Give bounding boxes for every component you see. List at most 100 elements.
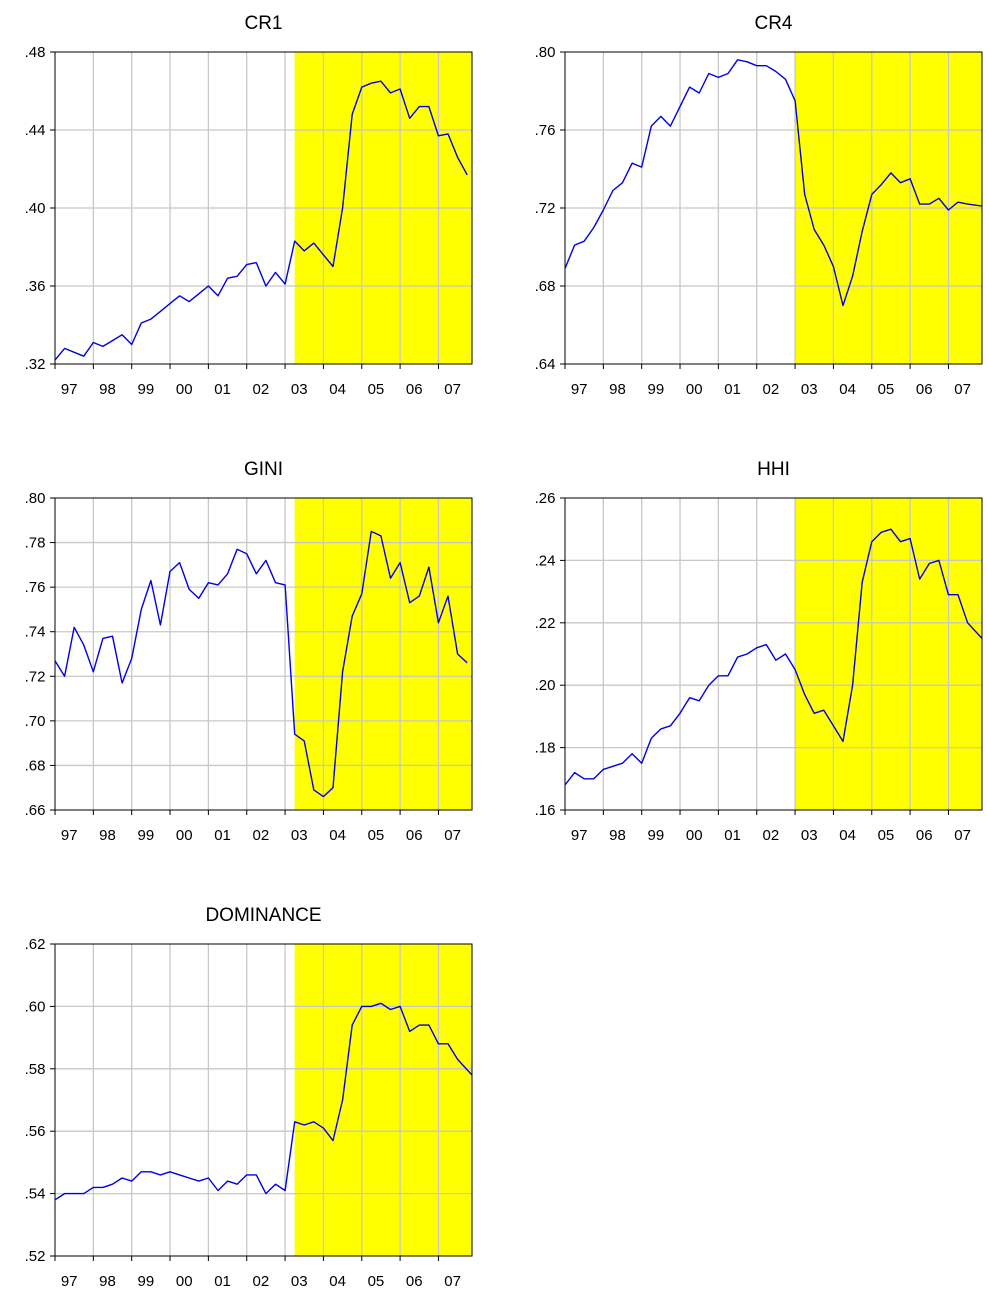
chart-svg: DOMINANCE .52 .54 .56 .58 .60 .62 97 98 99 00 01 02 0… xyxy=(25,905,473,1290)
y-tick-label: .62 xyxy=(25,936,46,953)
x-tick-label: 99 xyxy=(138,1273,155,1290)
y-tick-label: .64 xyxy=(535,356,556,373)
y-tick-label: .72 xyxy=(25,668,46,685)
y-tick-label: .52 xyxy=(25,1248,46,1265)
chart-svg: CR4 .64 .68 .72 .76 .80 97 98 99 00 01 02 03 04 05 06 07 xyxy=(535,13,983,398)
y-tick-label: .78 xyxy=(25,535,46,552)
chart-svg: GINI .66 .68 .70 .72 .74 .76 .78 .80 97 98 99 00 01 02… xyxy=(25,459,473,844)
x-tick-label: 98 xyxy=(99,827,116,844)
chart-cr1: CR1 .32 .36 .40 .44 .48 97 98 99 00 01 02 03 04 05 06 07 xyxy=(0,0,478,410)
chart-svg: HHI .16 .18 .20 .22 .24 .26 97 98 99 00 01 02 03 04 05 0… xyxy=(535,459,983,844)
x-tick-label: 04 xyxy=(329,1273,346,1290)
x-tick-label: 97 xyxy=(571,827,588,844)
x-tick-label: 02 xyxy=(253,1273,270,1290)
y-tick-label: .68 xyxy=(535,278,556,295)
chart-svg: CR1 .32 .36 .40 .44 .48 97 98 99 00 01 02 03 04 05 06 07 xyxy=(25,13,473,398)
y-tick-label: .40 xyxy=(25,200,46,217)
x-tick-label: 97 xyxy=(61,381,78,398)
y-tick-label: .72 xyxy=(535,200,556,217)
x-tick-label: 00 xyxy=(176,1273,193,1290)
x-tick-label: 98 xyxy=(609,381,626,398)
plot-frame xyxy=(564,497,983,811)
x-tick-label: 01 xyxy=(214,827,231,844)
x-tick-label: 02 xyxy=(763,381,780,398)
series-line xyxy=(564,59,983,307)
series-line xyxy=(54,1002,473,1201)
y-tick-label: .70 xyxy=(25,713,46,730)
x-tick-label: 05 xyxy=(878,827,895,844)
x-tick-label: 99 xyxy=(138,827,155,844)
y-tick-label: .32 xyxy=(25,356,46,373)
x-tick-label: 03 xyxy=(291,1273,308,1290)
chart-title: HHI xyxy=(757,459,790,480)
y-tick-label: .60 xyxy=(25,998,46,1015)
x-tick-label: 00 xyxy=(176,381,193,398)
x-tick-label: 07 xyxy=(954,827,971,844)
y-tick-label: .44 xyxy=(25,122,46,139)
y-tick-label: .56 xyxy=(25,1123,46,1140)
x-tick-label: 03 xyxy=(801,827,818,844)
x-tick-label: 97 xyxy=(61,1273,78,1290)
y-tick-label: .74 xyxy=(25,624,46,641)
y-tick-label: .80 xyxy=(25,490,46,507)
x-tick-label: 05 xyxy=(368,827,385,844)
x-tick-label: 00 xyxy=(686,381,703,398)
x-tick-label: 01 xyxy=(214,381,231,398)
y-tick-label: .26 xyxy=(535,490,556,507)
x-tick-label: 03 xyxy=(291,381,308,398)
x-tick-label: 07 xyxy=(444,1273,461,1290)
chart-title: GINI xyxy=(244,459,283,480)
x-tick-label: 97 xyxy=(571,381,588,398)
x-tick-label: 01 xyxy=(214,1273,231,1290)
x-tick-label: 07 xyxy=(444,827,461,844)
chart-gini: GINI .66 .68 .70 .72 .74 .76 .78 .80 97 98 99 00 01 02… xyxy=(0,446,478,856)
x-tick-label: 02 xyxy=(253,827,270,844)
x-tick-label: 01 xyxy=(724,381,741,398)
x-tick-label: 05 xyxy=(368,381,385,398)
plot-frame xyxy=(54,943,473,1257)
y-tick-label: .24 xyxy=(535,552,556,569)
x-tick-label: 06 xyxy=(406,1273,423,1290)
shaded-region xyxy=(795,498,982,810)
x-tick-label: 04 xyxy=(839,827,856,844)
shaded-region xyxy=(294,498,472,810)
shaded-region xyxy=(294,944,472,1256)
chart-title: DOMINANCE xyxy=(205,905,321,926)
chart-cr4: CR4 .64 .68 .72 .76 .80 97 98 99 00 01 02 03 04 05 06 07 xyxy=(510,0,988,410)
chart-title: CR4 xyxy=(754,13,792,34)
x-tick-label: 07 xyxy=(954,381,971,398)
y-tick-label: .18 xyxy=(535,740,556,757)
x-tick-label: 98 xyxy=(99,381,116,398)
y-tick-label: .76 xyxy=(535,122,556,139)
plot-frame xyxy=(54,497,473,811)
x-tick-label: 05 xyxy=(878,381,895,398)
y-tick-label: .80 xyxy=(535,44,556,61)
x-tick-label: 03 xyxy=(291,827,308,844)
chart-title: CR1 xyxy=(244,13,282,34)
y-tick-label: .58 xyxy=(25,1061,46,1078)
x-tick-label: 02 xyxy=(763,827,780,844)
x-tick-label: 98 xyxy=(99,1273,116,1290)
x-tick-label: 03 xyxy=(801,381,818,398)
y-tick-label: .68 xyxy=(25,757,46,774)
x-tick-label: 00 xyxy=(176,827,193,844)
y-tick-label: .66 xyxy=(25,802,46,819)
x-tick-label: 02 xyxy=(253,381,270,398)
series-line xyxy=(54,530,468,798)
series-line xyxy=(54,80,468,361)
x-tick-label: 99 xyxy=(138,381,155,398)
x-tick-label: 97 xyxy=(61,827,78,844)
y-tick-label: .48 xyxy=(25,44,46,61)
x-tick-label: 98 xyxy=(609,827,626,844)
y-tick-label: .16 xyxy=(535,802,556,819)
y-tick-label: .76 xyxy=(25,579,46,596)
y-tick-label: .36 xyxy=(25,278,46,295)
x-tick-label: 06 xyxy=(916,381,933,398)
y-tick-label: .22 xyxy=(535,615,556,632)
x-tick-label: 06 xyxy=(406,827,423,844)
y-tick-label: .20 xyxy=(535,677,556,694)
x-tick-label: 99 xyxy=(648,381,665,398)
x-tick-label: 00 xyxy=(686,827,703,844)
x-tick-label: 06 xyxy=(916,827,933,844)
x-tick-label: 99 xyxy=(648,827,665,844)
